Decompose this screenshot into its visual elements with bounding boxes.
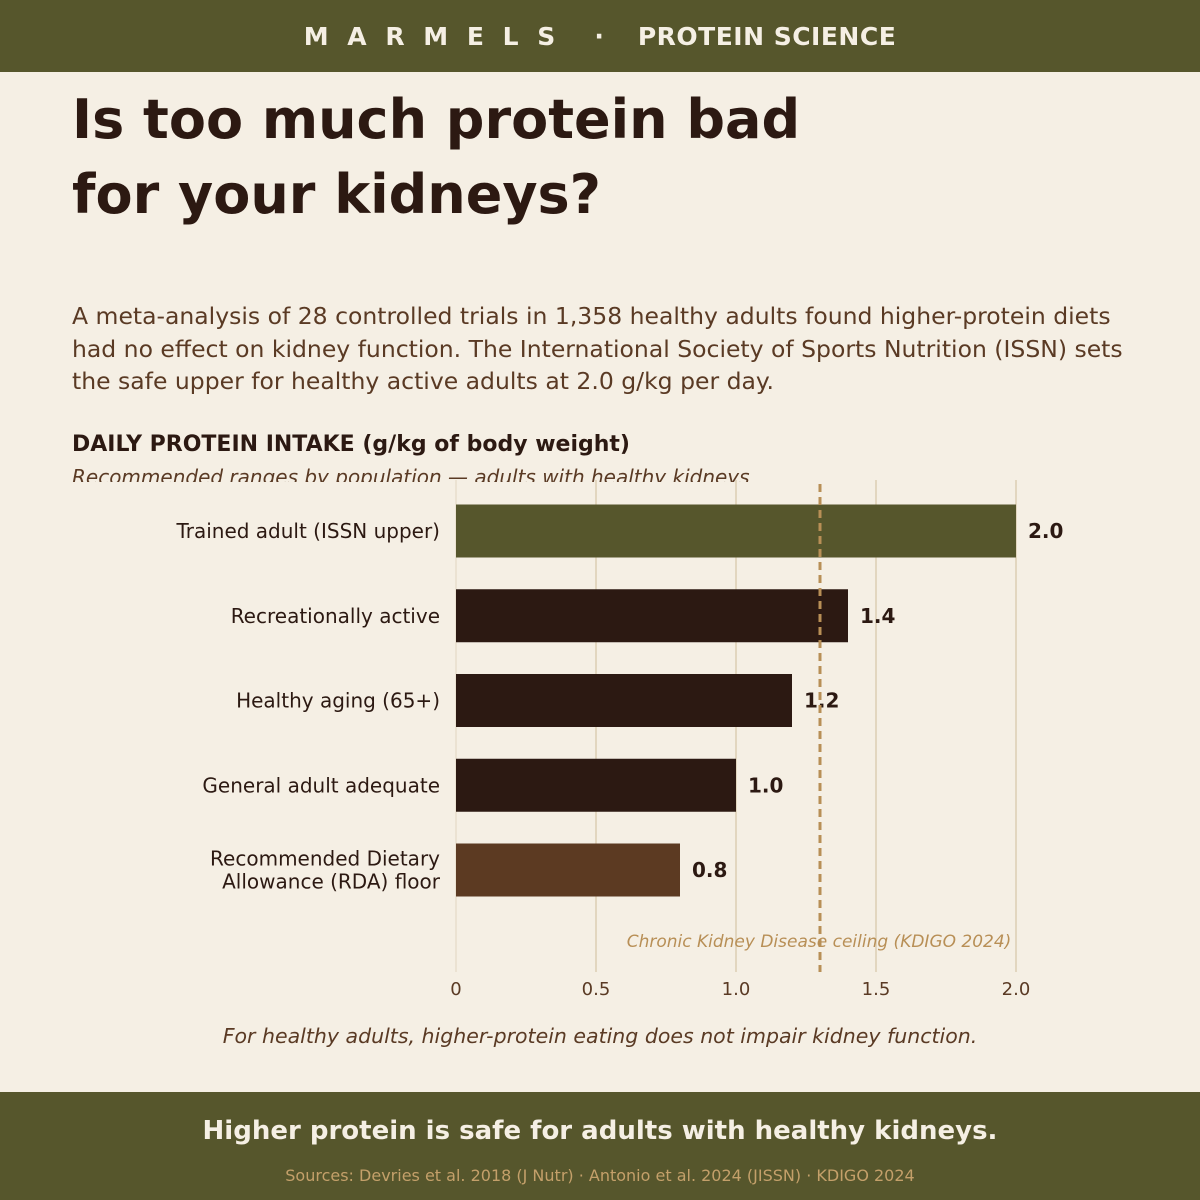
x-tick-label-4: 2.0 [1002, 979, 1031, 1000]
bar-value-label-3: 1.0 [748, 773, 783, 797]
intro-paragraph: A meta-analysis of 28 controlled trials … [72, 302, 1123, 395]
category-label-line: Healthy aging (65+) [236, 689, 440, 713]
bar-4 [456, 843, 680, 897]
page-title-line-1: Is too much protein bad [72, 88, 801, 151]
category-label-4: Recommended Dietary Allowance (RDA) floor [210, 847, 441, 894]
x-tick-label-1: 0.5 [582, 979, 611, 1000]
takeaway-note: For healthy adults, higher-protein eatin… [222, 1024, 978, 1048]
category-label-line: General adult adequate [202, 773, 440, 797]
category-label-line: Recommended Dietary [210, 847, 440, 871]
header-separator: · [594, 21, 604, 51]
bar-2 [456, 674, 792, 727]
category-label-3: General adult adequate [202, 773, 440, 797]
brand-logo: M A R M E L S [303, 21, 561, 51]
category-label-line: Trained adult (ISSN upper) [175, 519, 440, 543]
bar-value-label-1: 1.4 [860, 604, 895, 628]
category-label-2: Healthy aging (65+) [236, 689, 440, 713]
x-tick-label-0: 0 [450, 979, 461, 1000]
category-label-line: Recreationally active [231, 604, 440, 628]
section-label: PROTEIN SCIENCE [637, 21, 897, 51]
bar-value-label-4: 0.8 [692, 858, 727, 882]
chart-title: DAILY PROTEIN INTAKE (g/kg of body weigh… [72, 432, 630, 457]
category-label-0: Trained adult (ISSN upper) [175, 519, 440, 543]
footer-sources: Sources: Devries et al. 2018 (J Nutr) · … [285, 1166, 915, 1185]
bar-1 [456, 589, 848, 643]
x-tick-label-3: 1.5 [862, 979, 891, 1000]
category-label-line: Allowance (RDA) floor [222, 870, 441, 894]
bar-value-label-2: 1.2 [804, 689, 839, 713]
bar-0 [456, 504, 1016, 558]
chart-subtitle: Recommended ranges by population — adult… [72, 465, 750, 482]
header-bar: M A R M E L S · PROTEIN SCIENCE [0, 0, 1200, 72]
page-title: Is too much protein bad for your kidneys… [72, 82, 1132, 232]
x-tick-label-2: 1.0 [722, 979, 751, 1000]
ckd-reference-label: Chronic Kidney Disease ceiling (KDIGO 20… [627, 932, 1012, 952]
bar-value-label-0: 2.0 [1028, 519, 1063, 543]
footer-bar: Higher protein is safe for adults with h… [0, 1092, 1200, 1200]
bar-3 [456, 758, 736, 812]
footer-headline: Higher protein is safe for adults with h… [202, 1116, 998, 1146]
page-title-line-2: for your kidneys? [72, 163, 602, 226]
category-label-1: Recreationally active [231, 604, 440, 628]
